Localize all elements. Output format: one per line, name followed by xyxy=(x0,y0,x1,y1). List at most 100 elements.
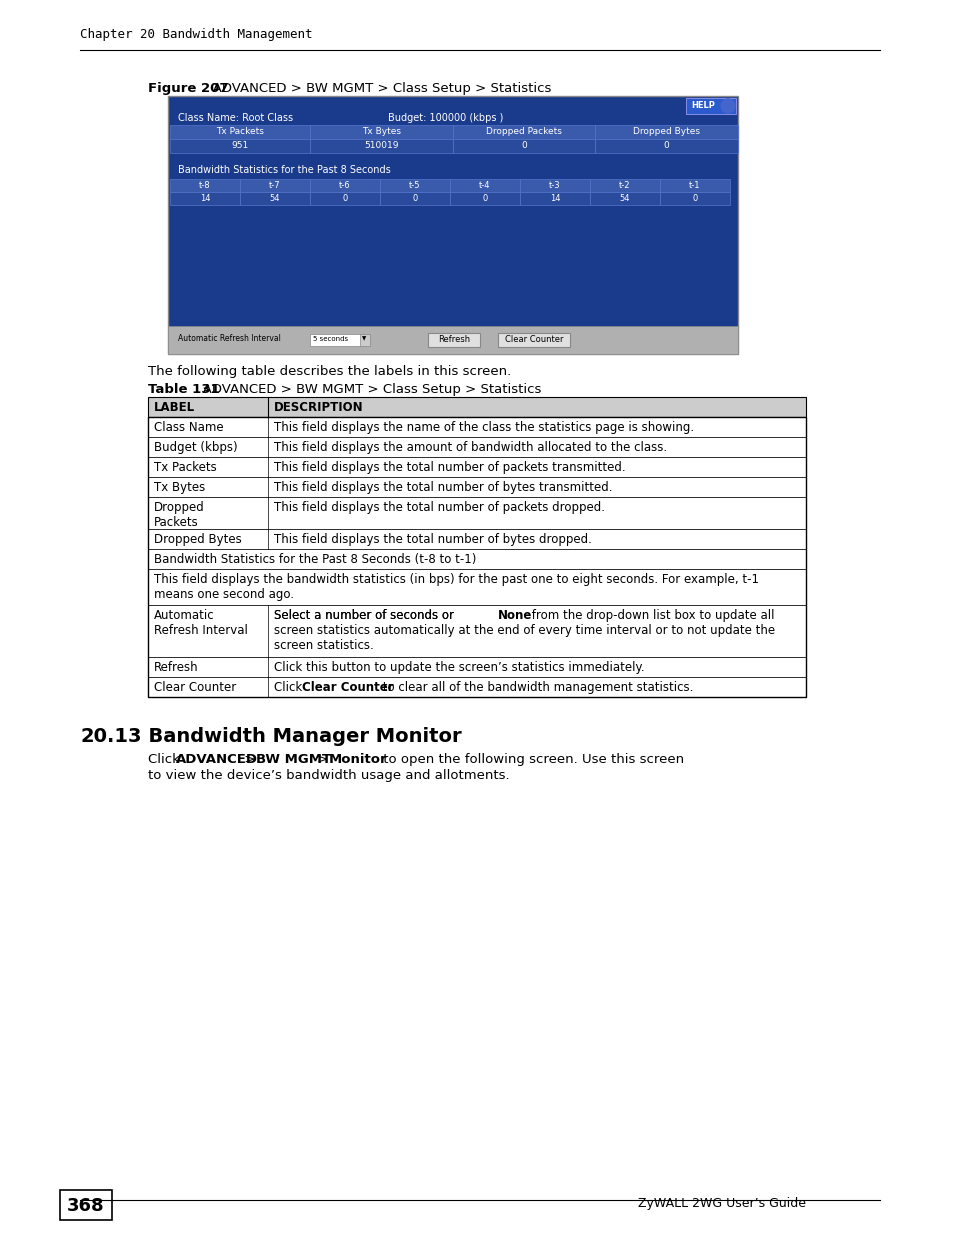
Text: to view the device’s bandwidth usage and allotments.: to view the device’s bandwidth usage and… xyxy=(148,769,509,782)
Text: 0: 0 xyxy=(412,194,417,203)
Text: Tx Bytes: Tx Bytes xyxy=(361,127,400,136)
Text: 0: 0 xyxy=(520,141,526,149)
Bar xyxy=(379,191,450,205)
Text: >: > xyxy=(313,753,333,766)
Text: The following table describes the labels in this screen.: The following table describes the labels… xyxy=(148,366,511,378)
Text: Automatic Refresh Interval: Automatic Refresh Interval xyxy=(178,333,280,343)
Bar xyxy=(497,333,569,347)
Text: Tx Bytes: Tx Bytes xyxy=(153,480,205,494)
Text: This field displays the amount of bandwidth allocated to the class.: This field displays the amount of bandwi… xyxy=(274,441,666,454)
Bar xyxy=(453,125,595,140)
Text: BW MGMT: BW MGMT xyxy=(255,753,331,766)
Text: t-8: t-8 xyxy=(199,182,211,190)
Bar xyxy=(589,179,659,191)
Text: ADVANCED > BW MGMT > Class Setup > Statistics: ADVANCED > BW MGMT > Class Setup > Stati… xyxy=(200,82,551,95)
Text: to open the following screen. Use this screen: to open the following screen. Use this s… xyxy=(378,753,683,766)
Text: t-6: t-6 xyxy=(339,182,351,190)
Bar xyxy=(148,396,805,417)
Text: >: > xyxy=(240,753,259,766)
Circle shape xyxy=(720,99,734,112)
Bar xyxy=(453,140,595,153)
Bar xyxy=(170,191,240,205)
Bar xyxy=(170,125,310,140)
Text: Refresh: Refresh xyxy=(153,661,198,674)
Bar xyxy=(589,191,659,205)
Bar xyxy=(60,1191,112,1220)
Text: This field displays the total number of bytes dropped.: This field displays the total number of … xyxy=(274,534,591,546)
Bar xyxy=(310,125,453,140)
Text: 14: 14 xyxy=(549,194,559,203)
Bar xyxy=(148,677,805,697)
Text: 20.13: 20.13 xyxy=(80,727,141,746)
Text: Select a number of seconds or: Select a number of seconds or xyxy=(274,609,457,622)
Text: t-3: t-3 xyxy=(549,182,560,190)
Bar xyxy=(148,437,805,457)
Text: This field displays the name of the class the statistics page is showing.: This field displays the name of the clas… xyxy=(274,421,694,433)
Bar xyxy=(310,333,365,346)
Bar xyxy=(148,529,805,550)
Text: ADVANCED: ADVANCED xyxy=(175,753,257,766)
Text: Dropped Bytes: Dropped Bytes xyxy=(633,127,700,136)
Text: Chapter 20 Bandwidth Management: Chapter 20 Bandwidth Management xyxy=(80,28,313,41)
Text: This field displays the total number of packets dropped.: This field displays the total number of … xyxy=(274,501,604,514)
Text: Dropped Packets: Dropped Packets xyxy=(485,127,561,136)
Text: Dropped Bytes: Dropped Bytes xyxy=(153,534,241,546)
Text: 54: 54 xyxy=(270,194,280,203)
Text: t-2: t-2 xyxy=(618,182,630,190)
Text: Class Name: Class Name xyxy=(153,421,223,433)
Text: This field displays the total number of bytes transmitted.: This field displays the total number of … xyxy=(274,480,612,494)
Text: Select a number of seconds or: Select a number of seconds or xyxy=(274,609,457,622)
Text: DESCRIPTION: DESCRIPTION xyxy=(274,401,363,414)
Text: ADVANCED > BW MGMT > Class Setup > Statistics: ADVANCED > BW MGMT > Class Setup > Stati… xyxy=(190,383,540,396)
Bar xyxy=(359,333,370,346)
Text: Monitor: Monitor xyxy=(329,753,387,766)
Bar xyxy=(659,191,729,205)
Text: t-4: t-4 xyxy=(478,182,490,190)
Text: Click this button to update the screen’s statistics immediately.: Click this button to update the screen’s… xyxy=(274,661,644,674)
Bar xyxy=(148,605,805,657)
Bar xyxy=(428,333,479,347)
Bar xyxy=(240,191,310,205)
Bar xyxy=(519,179,589,191)
Text: Clear Counter: Clear Counter xyxy=(153,680,236,694)
Bar xyxy=(148,657,805,677)
Text: 510019: 510019 xyxy=(364,141,398,149)
Text: 0: 0 xyxy=(342,194,347,203)
Bar xyxy=(240,179,310,191)
Text: This field displays the total number of packets transmitted.: This field displays the total number of … xyxy=(274,461,625,474)
Bar xyxy=(450,191,519,205)
Text: t-5: t-5 xyxy=(409,182,420,190)
Text: HELP: HELP xyxy=(690,101,714,110)
Text: ZyWALL 2WG User’s Guide: ZyWALL 2WG User’s Guide xyxy=(638,1197,805,1210)
Text: from the drop-down list box to update all: from the drop-down list box to update al… xyxy=(527,609,774,622)
Bar xyxy=(168,96,738,354)
Text: 0: 0 xyxy=(692,194,697,203)
Text: Class Name: Root Class: Class Name: Root Class xyxy=(178,112,293,124)
Text: 368: 368 xyxy=(67,1197,105,1215)
Text: ?: ? xyxy=(724,101,730,111)
Text: 54: 54 xyxy=(619,194,630,203)
Text: ▼: ▼ xyxy=(361,336,366,341)
Bar xyxy=(148,457,805,477)
Text: This field displays the bandwidth statistics (in bps) for the past one to eight : This field displays the bandwidth statis… xyxy=(153,573,759,601)
Bar xyxy=(379,179,450,191)
Text: 14: 14 xyxy=(199,194,210,203)
Text: Click: Click xyxy=(148,753,184,766)
Bar xyxy=(148,477,805,496)
Bar xyxy=(595,125,738,140)
Text: Budget: 100000 (kbps ): Budget: 100000 (kbps ) xyxy=(388,112,503,124)
Text: 951: 951 xyxy=(232,141,249,149)
Bar xyxy=(310,179,379,191)
Bar xyxy=(310,140,453,153)
Text: Tx Packets: Tx Packets xyxy=(153,461,216,474)
Bar xyxy=(148,417,805,437)
Text: Bandwidth Statistics for the Past 8 Seconds (t-8 to t-1): Bandwidth Statistics for the Past 8 Seco… xyxy=(153,553,476,566)
Text: Automatic
Refresh Interval: Automatic Refresh Interval xyxy=(153,609,248,637)
Bar xyxy=(170,140,310,153)
Text: None: None xyxy=(497,609,532,622)
Text: to clear all of the bandwidth management statistics.: to clear all of the bandwidth management… xyxy=(378,680,693,694)
Text: Tx Packets: Tx Packets xyxy=(215,127,264,136)
Bar xyxy=(148,550,805,569)
Text: 0: 0 xyxy=(482,194,487,203)
Text: Bandwidth Statistics for the Past 8 Seconds: Bandwidth Statistics for the Past 8 Seco… xyxy=(178,165,391,175)
